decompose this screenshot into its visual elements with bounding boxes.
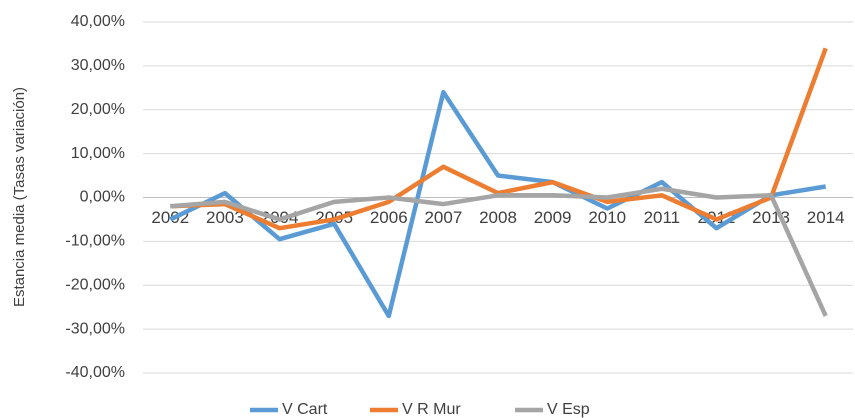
x-tick-label: 2010 xyxy=(588,208,626,227)
series-line xyxy=(169,89,827,319)
x-tick-label: 2009 xyxy=(534,208,572,227)
series-line xyxy=(170,47,828,231)
y-tick-label: -30,00% xyxy=(65,320,125,337)
x-tick-label: 2008 xyxy=(479,208,517,227)
y-tick-label: 30,00% xyxy=(71,57,125,74)
y-tick-label: -10,00% xyxy=(65,233,125,250)
y-tick-label: -20,00% xyxy=(65,276,125,293)
y-tick-label: 40,00% xyxy=(71,13,125,30)
x-tick-label: 2011 xyxy=(644,208,681,227)
legend-label: V Cart xyxy=(282,401,328,418)
x-tick-label: 2007 xyxy=(424,208,462,227)
series-line xyxy=(170,186,828,317)
y-tick-label: 0,00% xyxy=(80,189,125,206)
y-tick-label: 10,00% xyxy=(71,145,125,162)
y-tick-label: 20,00% xyxy=(71,101,125,118)
y-tick-label: -40,00% xyxy=(65,364,125,381)
legend-label: V Esp xyxy=(547,401,590,418)
y-axis-label: Estancia media (Tasas variación) xyxy=(11,87,28,307)
x-tick-label: 2006 xyxy=(370,208,408,227)
legend-label: V R Mur xyxy=(402,401,461,418)
x-tick-label: 2014 xyxy=(807,208,845,227)
x-tick-label: 2003 xyxy=(206,208,244,227)
